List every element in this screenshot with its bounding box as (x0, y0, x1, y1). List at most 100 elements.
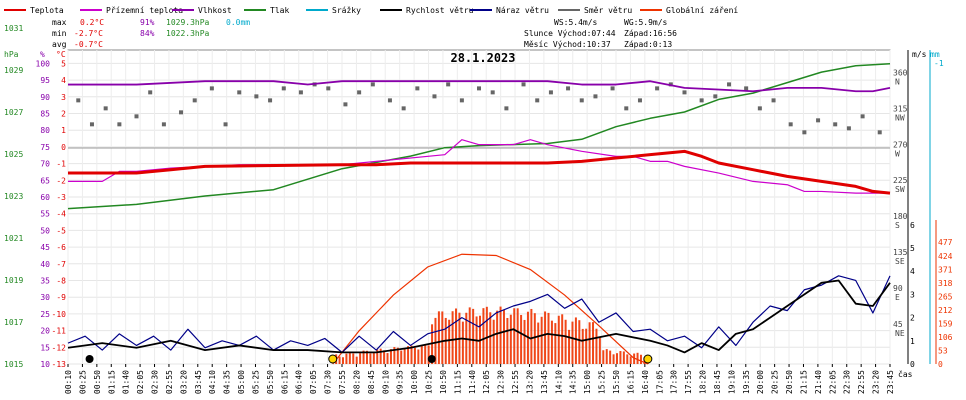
hpa-tick: 1025 (4, 150, 23, 159)
temp-tick: 4 (61, 76, 66, 85)
radiation-bar (602, 350, 605, 364)
temp-tick: -9 (56, 293, 66, 302)
radiation-bar (403, 349, 406, 364)
temp-tick: -13 (52, 360, 67, 369)
x-tick-label: 10:25 (425, 370, 434, 394)
radiation-bar (451, 311, 454, 364)
radiation-bar (568, 329, 571, 364)
x-tick-label: 15:25 (598, 370, 607, 394)
hpa-tick: 1015 (4, 360, 23, 369)
rad-tick: 424 (938, 252, 953, 261)
radiation-bar (506, 317, 509, 364)
x-tick-label: 11:40 (468, 370, 477, 394)
x-tick-label: 05:00 (237, 370, 246, 394)
x-tick-label: 13:20 (525, 370, 534, 394)
astro-ws: WS:5.4m/s (554, 18, 598, 27)
radiation-bar (437, 311, 440, 364)
radiation-bar (434, 317, 437, 364)
x-tick-label: 00:25 (78, 370, 87, 394)
radiation-bar (448, 319, 451, 364)
radiation-bar (530, 308, 533, 364)
radiation-bar (376, 349, 379, 364)
radiation-bar (365, 350, 368, 364)
radiation-bar (407, 346, 410, 364)
series-humidity (68, 80, 891, 93)
astro-panel: WS:5.4m/s WG:5.9m/s Slunce Východ:07:44 … (524, 18, 677, 49)
x-tick-label: 07:55 (338, 370, 347, 394)
ms-tick: 2 (910, 314, 915, 323)
radiation-bar (509, 314, 512, 364)
temp-tick: -3 (56, 193, 66, 202)
x-tick-label: 06:15 (280, 370, 289, 394)
temp-tick: -4 (56, 210, 66, 219)
wind-dir-point (699, 98, 704, 103)
wind-dir-point (89, 122, 94, 127)
radiation-bar (639, 354, 642, 364)
dir-tick-lbl: SE (895, 257, 905, 266)
hpa-axis-unit: hPa (4, 50, 19, 59)
pct-tick: 15 (40, 343, 50, 352)
mm-axis-tick: -1 (934, 59, 944, 68)
wind-dir-point (357, 90, 362, 95)
rad-tick: 106 (938, 333, 953, 342)
legend-label: Globální záření (666, 6, 738, 15)
dir-tick-lbl: W (895, 149, 900, 158)
x-tick-label: 07:30 (324, 370, 333, 394)
radiation-bar (513, 308, 516, 364)
x-tick-label: 03:20 (179, 370, 188, 394)
radiation-bar (359, 353, 362, 364)
radiation-bar (537, 322, 540, 364)
pct-tick: 30 (40, 293, 50, 302)
wind-dir-point (655, 86, 660, 91)
radiation-bar (472, 308, 475, 364)
radiation-bar (502, 309, 505, 364)
radiation-bar (585, 328, 588, 364)
rad-tick: 212 (938, 306, 953, 315)
radiation-bar (616, 353, 618, 364)
hpa-tick: 1017 (4, 318, 23, 327)
wind-dir-point (860, 114, 865, 119)
series-pressure (67, 62, 891, 210)
temp-tick: 3 (61, 93, 66, 102)
radiation-bar (547, 312, 550, 364)
stats-min-label: min (52, 29, 67, 38)
temp-tick: -6 (56, 243, 66, 252)
pct-axis-unit: % (40, 50, 45, 59)
sun-marker (328, 354, 338, 364)
wind-dir-point (76, 98, 81, 103)
x-tick-label: 08:20 (352, 370, 361, 394)
radiation-bar (557, 315, 560, 364)
x-tick-label: 11:15 (453, 370, 462, 394)
temp-tick: -8 (56, 277, 66, 286)
x-tick-label: 15:00 (583, 370, 592, 394)
radiation-bar (362, 350, 365, 364)
dir-tick-deg: 360 (893, 68, 908, 77)
ms-tick: 1 (910, 337, 915, 346)
radiation-bar (561, 314, 564, 364)
pct-tick: 40 (40, 260, 50, 269)
x-tick-label: 02:05 (136, 370, 145, 394)
radiation-bar (554, 323, 557, 364)
wind-dir-point (877, 130, 882, 135)
x-tick-label: 12:05 (482, 370, 491, 394)
ms-tick: 3 (910, 290, 915, 299)
radiation-bar (396, 347, 399, 364)
astro-wg: WG:5.9m/s (624, 18, 668, 27)
pct-tick: 60 (40, 193, 50, 202)
x-tick-label: 20:00 (756, 370, 765, 394)
temp-tick: -7 (56, 260, 66, 269)
radiation-bar (427, 345, 430, 364)
x-tick-label: 16:40 (641, 370, 650, 394)
wind-dir-point (788, 122, 793, 127)
pct-tick: 55 (40, 210, 50, 219)
temp-tick: 5 (61, 59, 66, 68)
temp-tick: -2 (56, 176, 66, 185)
rad-tick: 159 (938, 319, 953, 328)
rad-tick: 477 (938, 238, 953, 247)
ms-tick: 6 (910, 221, 915, 230)
wind-dir-point (281, 86, 286, 91)
rad-tick: 371 (938, 265, 953, 274)
stats-max-temp: 0.2°C (80, 18, 104, 27)
x-tick-label: 02:55 (165, 370, 174, 394)
dir-tick-deg: 225 (893, 176, 908, 185)
